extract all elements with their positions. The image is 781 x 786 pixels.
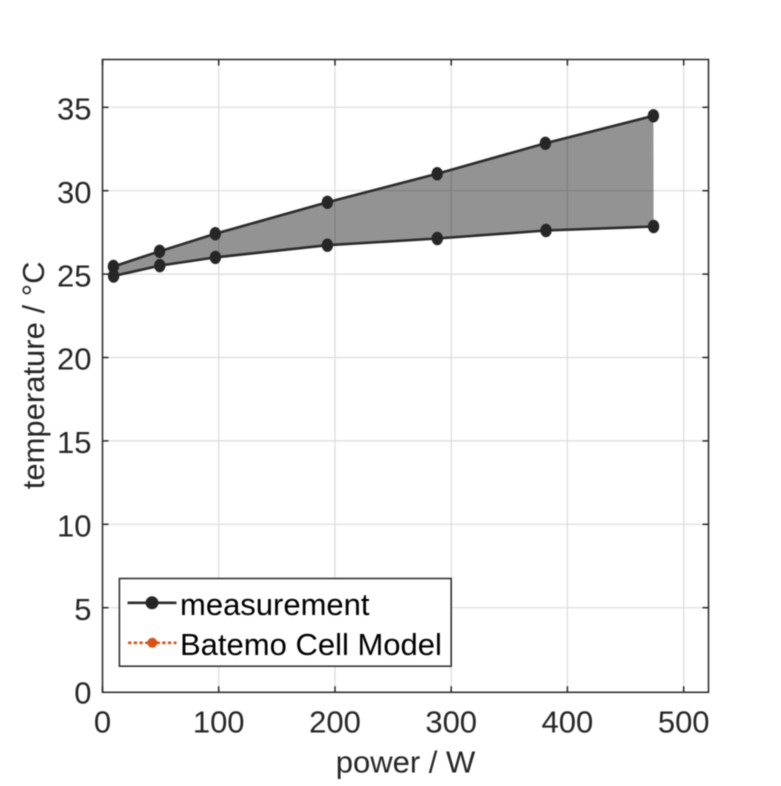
svg-text:35: 35 <box>57 92 91 127</box>
svg-text:temperature / °C: temperature / °C <box>16 262 51 490</box>
svg-text:500: 500 <box>658 705 710 740</box>
svg-text:power / W: power / W <box>336 745 476 780</box>
svg-text:25: 25 <box>57 258 91 293</box>
svg-text:100: 100 <box>193 705 245 740</box>
svg-text:Batemo Cell Model: Batemo Cell Model <box>180 627 442 662</box>
svg-text:200: 200 <box>309 705 361 740</box>
svg-text:20: 20 <box>57 342 91 377</box>
svg-text:400: 400 <box>542 705 594 740</box>
svg-text:15: 15 <box>57 425 91 460</box>
svg-text:measurement: measurement <box>180 587 370 622</box>
svg-text:0: 0 <box>94 705 111 740</box>
svg-text:300: 300 <box>425 705 477 740</box>
svg-text:10: 10 <box>57 509 91 544</box>
svg-text:5: 5 <box>74 592 91 627</box>
svg-text:30: 30 <box>57 175 91 210</box>
svg-text:0: 0 <box>74 675 91 710</box>
